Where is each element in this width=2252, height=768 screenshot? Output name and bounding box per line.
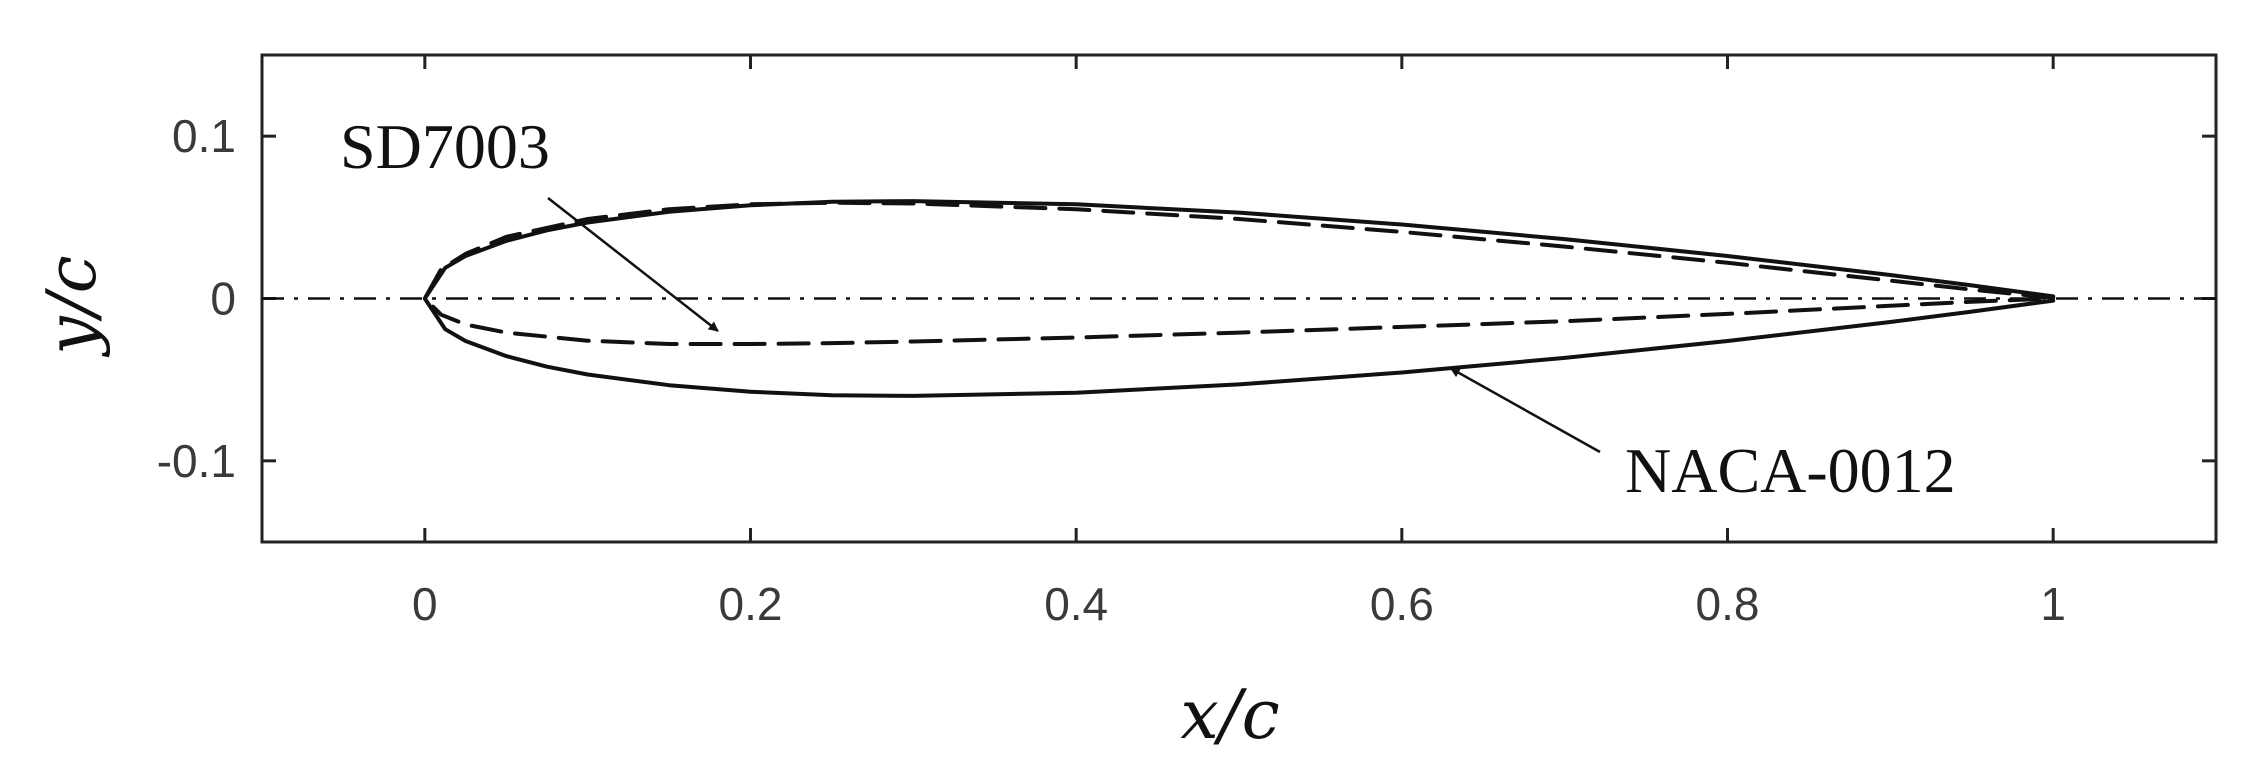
y-tick-label: -0.1: [157, 435, 236, 487]
x-axis-title: x/c: [1180, 676, 1279, 755]
x-tick-label: 1: [2040, 578, 2066, 630]
y-axis-title: y/c: [33, 255, 112, 357]
x-tick-label: 0.2: [719, 578, 783, 630]
series-naca-0012-outline: [422, 199, 2056, 398]
series-sd7003-outline: [422, 200, 2056, 346]
axis-ticks: 0 0.2 0.4 0.6 0.8 1 -0.1 0 0.1: [157, 55, 2216, 630]
annotation-arrow-sd7003: [547, 197, 719, 332]
series-layer: [262, 199, 2216, 398]
x-tick-label: 0: [412, 578, 438, 630]
x-tick-label: 0.8: [1696, 578, 1760, 630]
annotation-label-naca-0012: NACA-0012: [1625, 435, 1956, 506]
annotation-layer: SD7003 NACA-0012: [340, 111, 1956, 506]
x-tick-label: 0.4: [1044, 578, 1108, 630]
annotation-label-sd7003: SD7003: [340, 111, 550, 182]
x-tick-label: 0.6: [1370, 578, 1434, 630]
y-tick-label: 0.1: [172, 110, 236, 162]
annotation-arrow-naca-0012: [1449, 367, 1601, 454]
y-tick-label: 0: [210, 273, 236, 325]
